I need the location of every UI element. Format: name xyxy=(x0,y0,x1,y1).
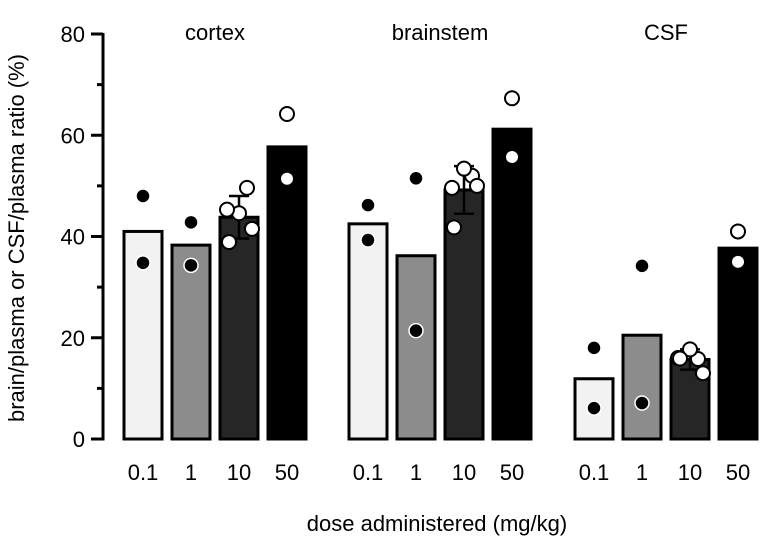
y-tick-label: 20 xyxy=(61,326,85,351)
x-tick-label: 0.1 xyxy=(353,460,384,485)
x-tick-label: 1 xyxy=(636,460,648,485)
x-tick-label: 10 xyxy=(678,460,702,485)
bar xyxy=(491,127,533,441)
y-axis-title: brain/plasma or CSF/plasma ratio (%) xyxy=(4,54,29,422)
x-tick-label: 50 xyxy=(726,460,750,485)
data-point xyxy=(730,223,746,240)
y-tick-label: 80 xyxy=(61,22,85,47)
data-point xyxy=(244,220,260,237)
y-tick-label: 0 xyxy=(73,427,85,452)
data-point xyxy=(504,149,520,166)
data-point xyxy=(360,197,376,213)
data-point xyxy=(279,105,295,122)
data-point xyxy=(279,170,295,187)
data-point xyxy=(183,257,199,274)
data-point xyxy=(695,365,711,382)
bar xyxy=(170,243,212,441)
data-point xyxy=(135,188,151,204)
x-tick-label: 1 xyxy=(410,460,422,485)
x-tick-label: 0.1 xyxy=(579,460,610,485)
data-point xyxy=(408,322,424,339)
data-point xyxy=(672,350,688,367)
bar xyxy=(218,215,260,441)
data-point xyxy=(360,232,376,248)
data-point xyxy=(444,179,460,196)
x-tick-label: 10 xyxy=(452,460,476,485)
data-point xyxy=(408,170,424,187)
data-point xyxy=(634,395,650,411)
bar xyxy=(621,333,663,441)
x-tick-label: 0.1 xyxy=(128,460,159,485)
bar xyxy=(266,145,308,441)
y-tick-label: 40 xyxy=(61,225,85,250)
x-axis-title: dose administered (mg/kg) xyxy=(307,511,567,536)
group-label-csf: CSF xyxy=(644,20,688,45)
data-point xyxy=(730,253,746,270)
group-label-cortex: cortex xyxy=(185,20,245,45)
bar xyxy=(347,222,389,441)
data-point xyxy=(469,177,485,194)
data-point xyxy=(634,258,650,274)
x-tick-label: 10 xyxy=(227,460,251,485)
bar xyxy=(395,254,437,441)
x-tick-label: 50 xyxy=(500,460,524,485)
bar xyxy=(717,246,759,441)
data-point xyxy=(239,179,255,196)
data-point xyxy=(219,201,235,218)
x-tick-label: 50 xyxy=(275,460,299,485)
data-point xyxy=(221,234,237,251)
group-label-brainstem: brainstem xyxy=(392,20,489,45)
plot-area: 0 20 40 60 80 cortex 0.1 1 10 50 brainstem 0.1 1 10 50… xyxy=(61,20,759,485)
data-point xyxy=(446,219,462,236)
y-tick-label: 60 xyxy=(61,123,85,148)
x-tick-label: 1 xyxy=(185,460,197,485)
data-point xyxy=(682,341,698,358)
data-point xyxy=(135,255,151,271)
data-point xyxy=(586,400,602,416)
data-point xyxy=(456,160,472,177)
data-point xyxy=(504,90,520,107)
data-point xyxy=(183,214,199,231)
data-point xyxy=(586,340,602,356)
